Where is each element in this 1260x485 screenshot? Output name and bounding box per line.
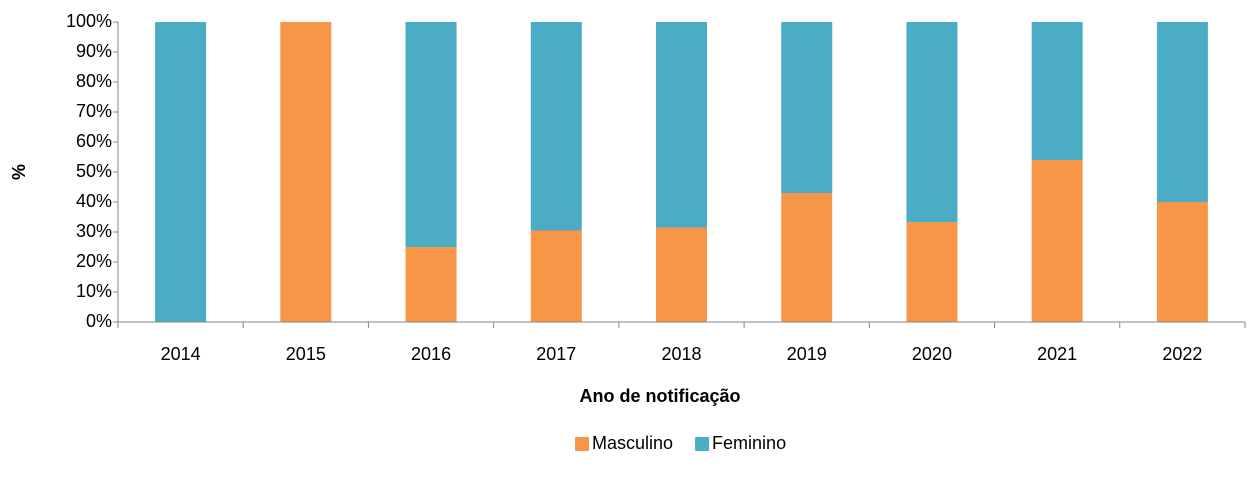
- x-tick-label: 2018: [661, 344, 701, 364]
- x-axis-title: Ano de notificação: [579, 386, 740, 406]
- bar-segment: [530, 22, 582, 231]
- bar-segment: [656, 227, 707, 322]
- bar-segment: [530, 230, 582, 322]
- legend-swatch: [575, 437, 589, 451]
- bar-segment: [1156, 202, 1208, 322]
- y-axis-title: %: [9, 164, 29, 180]
- y-tick-label: 90%: [76, 41, 112, 61]
- x-tick-label: 2016: [411, 344, 451, 364]
- bar-segment: [280, 22, 332, 322]
- legend-label: Masculino: [592, 433, 673, 453]
- bar-segment: [405, 22, 457, 247]
- legend-swatch: [695, 437, 710, 451]
- y-tick-label: 0%: [86, 311, 112, 331]
- y-tick-label: 80%: [76, 71, 112, 91]
- bar-segment: [781, 22, 833, 193]
- y-tick-label: 70%: [76, 101, 112, 121]
- y-tick-label: 10%: [76, 281, 112, 301]
- x-tick-label: 2020: [912, 344, 952, 364]
- y-tick-label: 60%: [76, 131, 112, 151]
- y-tick-label: 40%: [76, 191, 112, 211]
- y-tick-label: 30%: [76, 221, 112, 241]
- bar-segment: [906, 22, 958, 223]
- bar-segment: [781, 193, 833, 322]
- y-tick-label: 100%: [66, 11, 112, 31]
- y-tick-label: 50%: [76, 161, 112, 181]
- x-tick-label: 2019: [787, 344, 827, 364]
- x-tick-label: 2015: [286, 344, 326, 364]
- bar-segment: [906, 222, 958, 322]
- x-tick-label: 2022: [1162, 344, 1202, 364]
- legend-label: Feminino: [712, 433, 786, 453]
- x-tick-label: 2014: [161, 344, 201, 364]
- bar-segment: [656, 22, 707, 228]
- x-tick-label: 2021: [1037, 344, 1077, 364]
- x-tick-label: 2017: [536, 344, 576, 364]
- bar-segment: [1031, 160, 1083, 322]
- bar-segment: [405, 247, 457, 322]
- bar-segment: [1156, 22, 1208, 202]
- bar-segment: [1031, 22, 1083, 160]
- y-tick-label: 20%: [76, 251, 112, 271]
- bar-segment: [155, 22, 207, 322]
